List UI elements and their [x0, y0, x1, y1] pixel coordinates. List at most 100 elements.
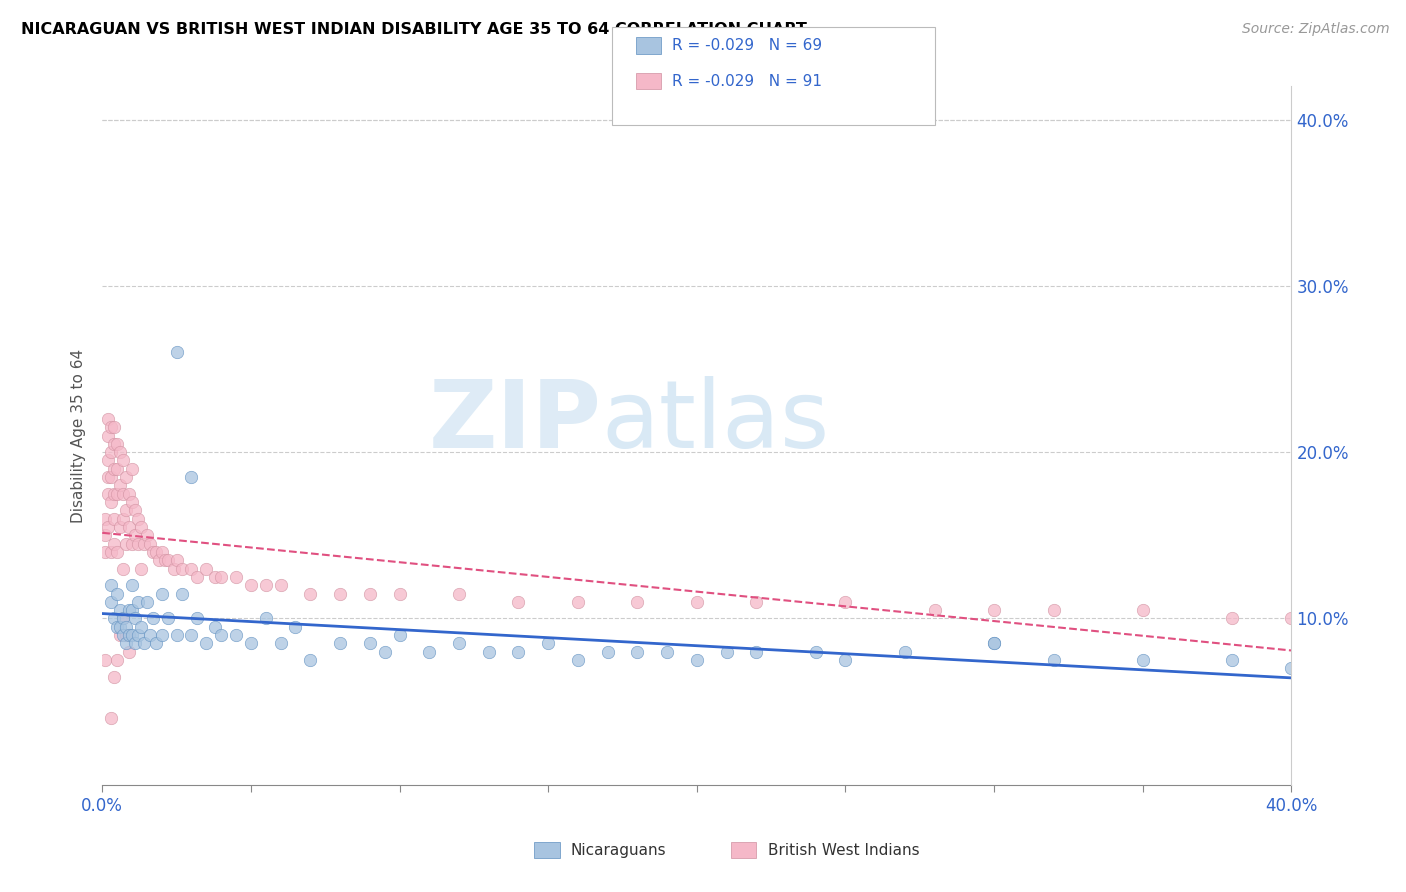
Point: [388, 586, 411, 600]
Point: [103, 420, 125, 434]
Point: [103, 487, 125, 501]
Point: [103, 437, 125, 451]
Point: [129, 520, 152, 534]
Point: [716, 645, 738, 659]
Point: [118, 520, 141, 534]
Point: [156, 611, 179, 625]
Point: [172, 586, 194, 600]
Point: [804, 645, 827, 659]
Point: [166, 553, 188, 567]
Point: [745, 645, 768, 659]
Point: [118, 628, 141, 642]
Point: [1042, 653, 1064, 667]
Point: [108, 603, 131, 617]
Point: [127, 628, 149, 642]
Point: [103, 462, 125, 476]
Point: [121, 462, 143, 476]
Point: [105, 487, 128, 501]
Point: [129, 561, 152, 575]
Point: [121, 603, 143, 617]
Point: [105, 462, 128, 476]
Point: [204, 620, 226, 634]
Point: [239, 636, 262, 650]
Point: [94, 512, 117, 526]
Point: [100, 445, 122, 459]
Point: [172, 561, 194, 575]
Point: [567, 653, 589, 667]
Point: [1220, 611, 1243, 625]
Point: [1042, 603, 1064, 617]
Point: [186, 570, 208, 584]
Point: [105, 620, 128, 634]
Point: [105, 653, 128, 667]
Text: NICARAGUAN VS BRITISH WEST INDIAN DISABILITY AGE 35 TO 64 CORRELATION CHART: NICARAGUAN VS BRITISH WEST INDIAN DISABI…: [21, 22, 807, 37]
Point: [118, 487, 141, 501]
Point: [1132, 653, 1154, 667]
Point: [139, 536, 162, 550]
Point: [105, 437, 128, 451]
Point: [195, 636, 218, 650]
Point: [94, 528, 117, 542]
Point: [115, 628, 138, 642]
Point: [94, 545, 117, 559]
Point: [124, 611, 146, 625]
Point: [145, 636, 167, 650]
Point: [132, 636, 155, 650]
Point: [983, 636, 1005, 650]
Point: [359, 636, 381, 650]
Point: [100, 595, 122, 609]
Point: [153, 553, 176, 567]
Point: [100, 578, 122, 592]
Point: [745, 595, 768, 609]
Point: [100, 495, 122, 509]
Point: [142, 545, 165, 559]
Point: [108, 620, 131, 634]
Point: [115, 636, 138, 650]
Point: [97, 520, 120, 534]
Point: [567, 595, 589, 609]
Point: [135, 595, 157, 609]
Point: [209, 628, 232, 642]
Point: [447, 586, 470, 600]
Point: [166, 345, 188, 359]
Point: [108, 628, 131, 642]
Point: [180, 561, 202, 575]
Point: [626, 645, 648, 659]
Point: [132, 536, 155, 550]
Point: [388, 628, 411, 642]
Point: [686, 595, 709, 609]
Point: [111, 453, 134, 467]
Point: [508, 595, 530, 609]
Point: [686, 653, 709, 667]
Point: [596, 645, 619, 659]
Point: [834, 595, 856, 609]
Point: [150, 545, 173, 559]
Point: [270, 578, 292, 592]
Point: [124, 528, 146, 542]
Point: [127, 512, 149, 526]
Point: [97, 412, 120, 426]
Point: [150, 628, 173, 642]
Point: [100, 420, 122, 434]
Point: [97, 470, 120, 484]
Point: [111, 611, 134, 625]
Point: [186, 611, 208, 625]
Point: [118, 645, 141, 659]
Point: [124, 636, 146, 650]
Point: [162, 561, 184, 575]
Point: [100, 711, 122, 725]
Point: [225, 570, 247, 584]
Point: [150, 586, 173, 600]
Point: [418, 645, 440, 659]
Point: [105, 545, 128, 559]
Point: [108, 520, 131, 534]
Point: [115, 536, 138, 550]
Point: [121, 536, 143, 550]
Text: R = -0.029   N = 91: R = -0.029 N = 91: [672, 74, 823, 88]
Point: [626, 595, 648, 609]
Point: [121, 628, 143, 642]
Point: [195, 561, 218, 575]
Point: [180, 470, 202, 484]
Point: [156, 553, 179, 567]
Point: [108, 478, 131, 492]
